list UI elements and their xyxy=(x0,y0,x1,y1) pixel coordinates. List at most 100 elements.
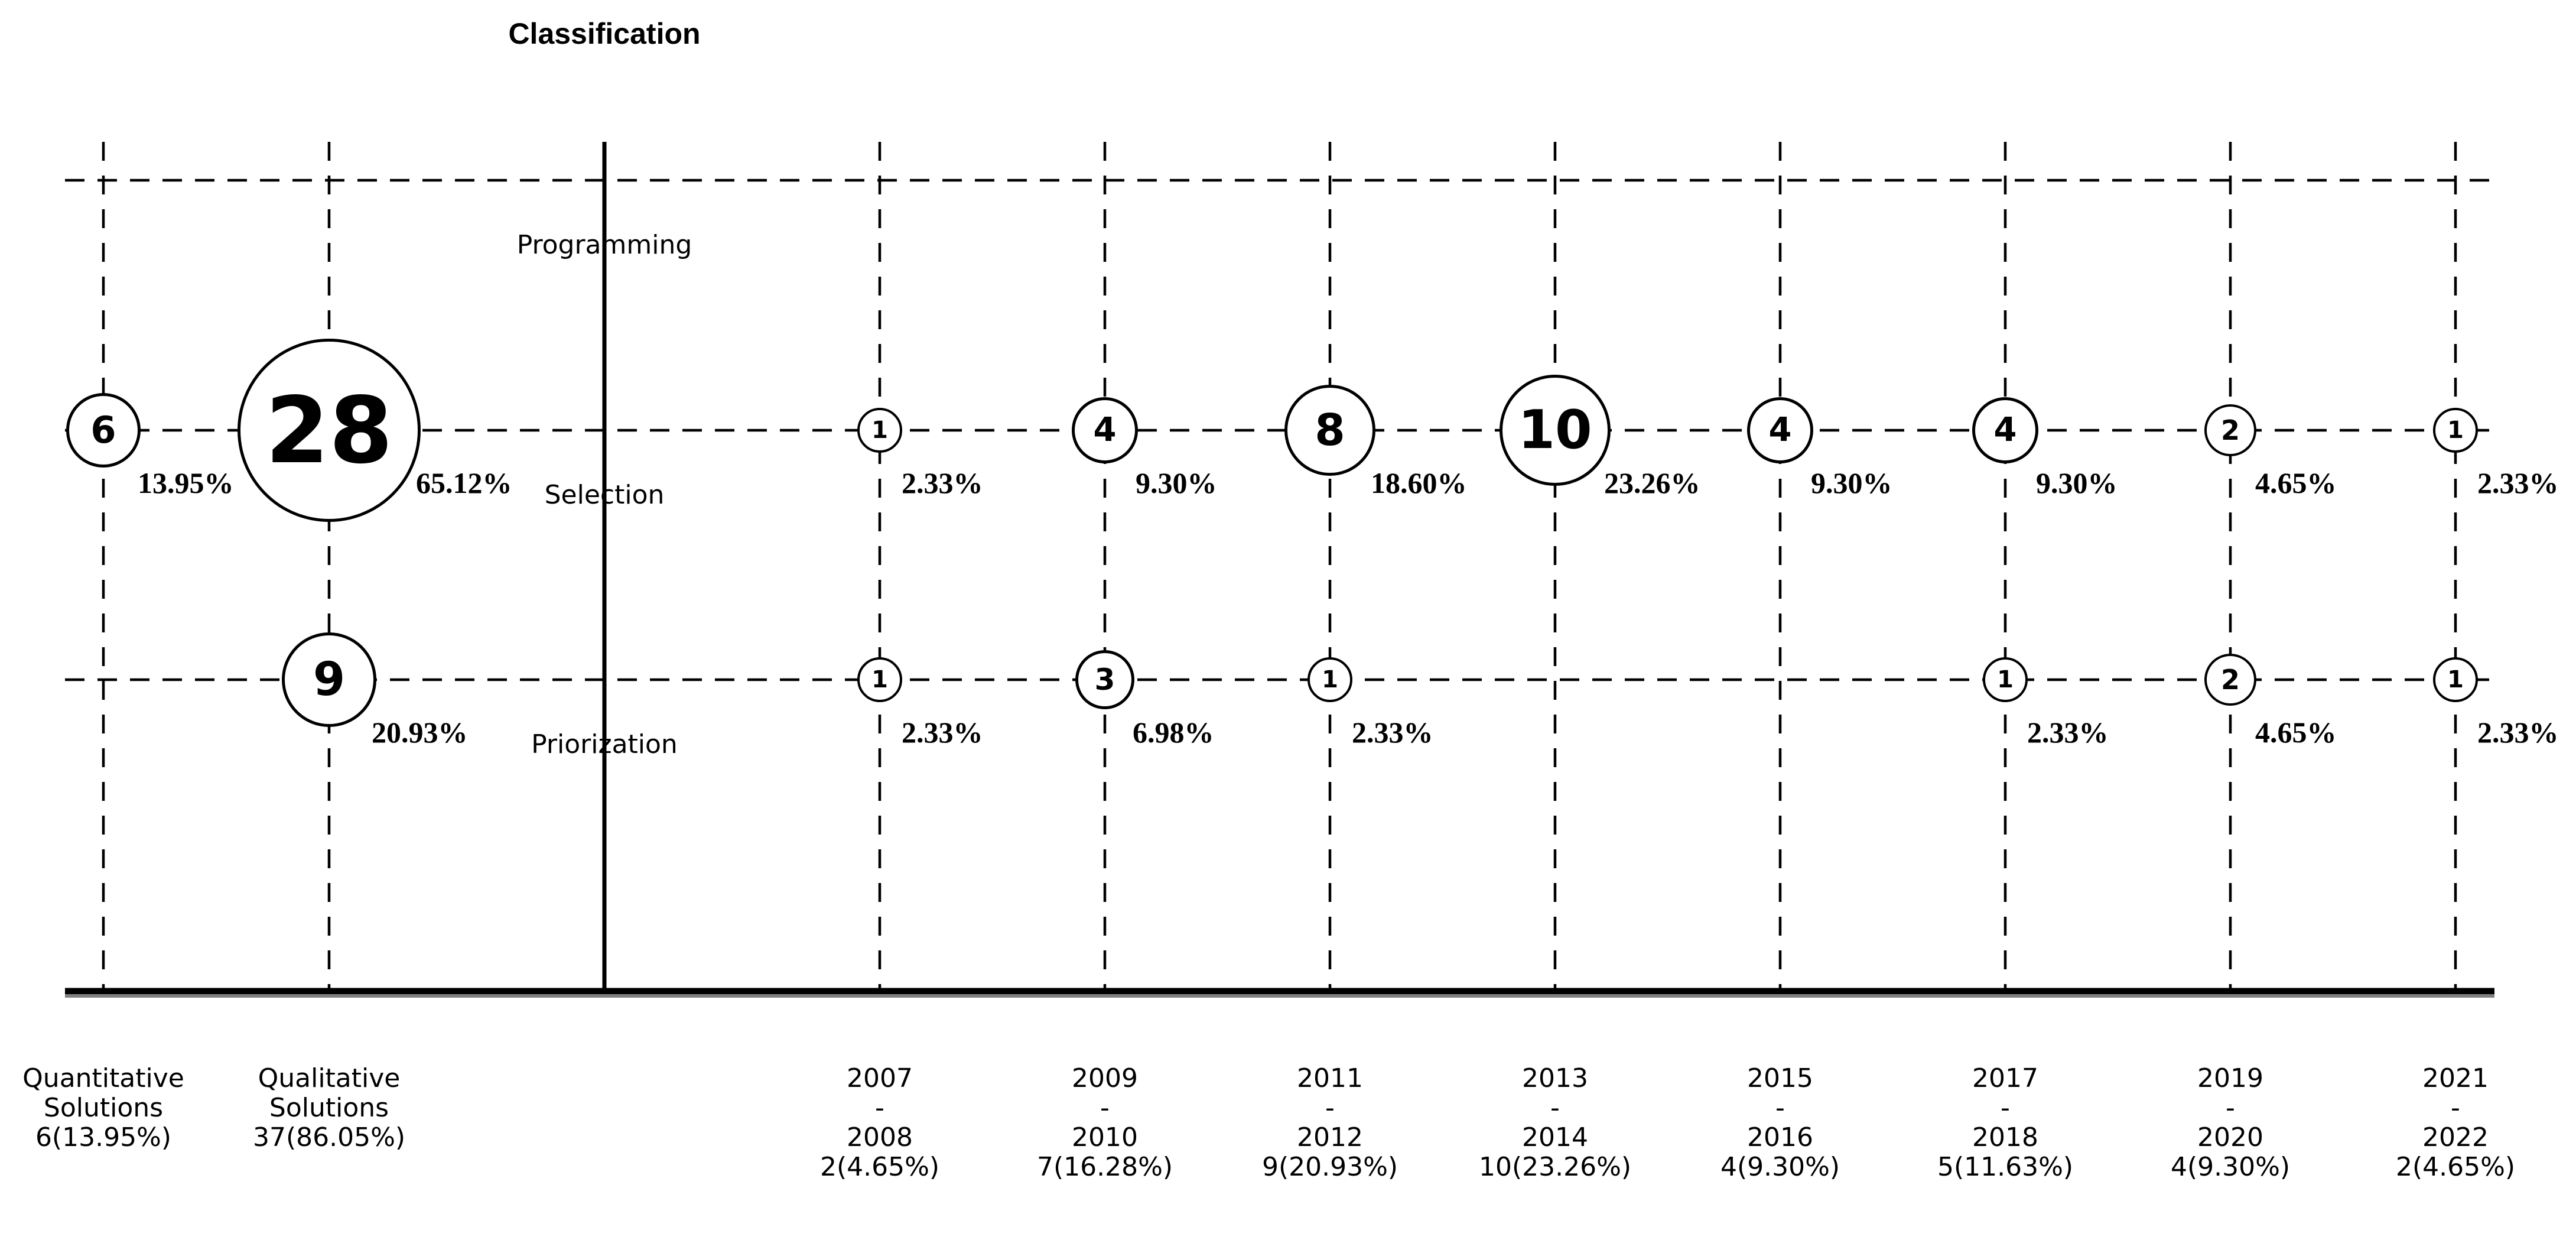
bubble-value: 4 xyxy=(1993,411,2017,449)
column-header-line: 7(16.28%) xyxy=(1036,1152,1173,1182)
column-header-2021-2022: 2021-2022 2(4.65%) xyxy=(2396,1064,2515,1182)
bubble-selection-2015-2016: 4 xyxy=(1747,397,1813,463)
bubble-selection-qualitative-solutions: 28 xyxy=(238,339,421,522)
column-header-line: Quantitative xyxy=(22,1063,184,1093)
bubble-value: 2 xyxy=(2220,414,2240,446)
bubble-value: 1 xyxy=(1322,666,1338,693)
bubble-priorization-2017-2018: 1 xyxy=(1983,657,2028,702)
bubble-value: 28 xyxy=(265,376,393,484)
column-header-line: 2008 xyxy=(847,1122,913,1153)
column-header-line: 2017 xyxy=(1972,1063,2038,1093)
bubble-percent-label: 9.30% xyxy=(1811,466,1892,499)
bubble-selection-2013-2014: 10 xyxy=(1500,375,1611,486)
column-header-line: 37(86.05%) xyxy=(252,1122,406,1153)
column-header-2019-2020: 2019-2020 4(9.30%) xyxy=(2171,1064,2290,1182)
row-label-priorization: Priorization xyxy=(531,729,678,759)
bubble-selection-2017-2018: 4 xyxy=(1972,397,2038,463)
bubble-value: 2 xyxy=(2220,664,2240,696)
bubble-priorization-2019-2020: 2 xyxy=(2204,654,2256,706)
bubble-percent-label: 4.65% xyxy=(2255,466,2337,499)
bubble-percent-label: 9.30% xyxy=(1136,466,1217,499)
bubble-value: 1 xyxy=(2447,666,2464,693)
column-header-line: - xyxy=(1775,1093,1785,1123)
column-header-line: - xyxy=(1325,1093,1335,1123)
bubble-value: 3 xyxy=(1094,663,1115,697)
chart-title: Classification xyxy=(508,17,701,50)
bubble-value: 8 xyxy=(1315,405,1345,456)
bubble-value: 4 xyxy=(1093,411,1117,449)
column-header-line: 2022 xyxy=(2422,1122,2489,1153)
column-header-line: 2(4.65%) xyxy=(819,1152,940,1182)
column-header-2007-2008: 2007-2008 2(4.65%) xyxy=(820,1064,939,1182)
bubble-selection-2009-2010: 4 xyxy=(1072,397,1138,463)
column-header-line: - xyxy=(875,1093,884,1123)
bubble-selection-2021-2022: 1 xyxy=(2433,408,2478,453)
bubble-selection-2019-2020: 2 xyxy=(2204,404,2256,456)
bubble-percent-label: 4.65% xyxy=(2255,716,2337,749)
column-header-line: 2010 xyxy=(1072,1122,1138,1153)
bubble-value: 6 xyxy=(90,408,116,452)
bubble-percent-label: 2.33% xyxy=(902,466,983,499)
column-header-qualitative-solutions: Qualitative Solutions 37(86.05%) xyxy=(253,1064,405,1153)
column-header-2013-2014: 2013-2014 10(23.26%) xyxy=(1479,1064,1631,1182)
column-header-line: 4(9.30%) xyxy=(2170,1152,2291,1182)
column-header-line: 9(20.93%) xyxy=(1261,1152,1398,1182)
column-header-line: - xyxy=(1550,1093,1560,1123)
bubble-percent-label: 20.93% xyxy=(372,716,468,749)
row-label-selection: Selection xyxy=(544,480,665,510)
column-header-line: 2019 xyxy=(2197,1063,2263,1093)
column-header-line: 2007 xyxy=(847,1063,913,1093)
column-header-line: - xyxy=(2226,1093,2235,1123)
bubble-percent-label: 65.12% xyxy=(416,466,512,499)
column-header-line: 2014 xyxy=(1522,1122,1588,1153)
column-header-line: 2(4.65%) xyxy=(2395,1152,2516,1182)
bubble-percent-label: 23.26% xyxy=(1604,466,1700,499)
bubble-value: 1 xyxy=(2447,417,2464,444)
bubble-priorization-2011-2012: 1 xyxy=(1307,657,1352,702)
column-header-line: 10(23.26%) xyxy=(1478,1152,1632,1182)
bubble-percent-label: 2.33% xyxy=(2027,716,2109,749)
bubble-value: 1 xyxy=(871,666,888,693)
column-header-line: 2021 xyxy=(2422,1063,2489,1093)
column-header-line: - xyxy=(2001,1093,2010,1123)
bubble-percent-label: 6.98% xyxy=(1133,716,1214,749)
bubble-percent-label: 18.60% xyxy=(1371,466,1467,499)
bubble-value: 9 xyxy=(313,653,346,706)
bubble-value: 1 xyxy=(1997,666,2014,693)
bubble-value: 10 xyxy=(1518,399,1592,461)
bubble-percent-label: 13.95% xyxy=(138,466,234,499)
column-header-line: 5(11.63%) xyxy=(1937,1152,2074,1182)
column-header-line: 2013 xyxy=(1522,1063,1588,1093)
bubble-priorization-2009-2010: 3 xyxy=(1075,650,1134,709)
bubble-selection-2007-2008: 1 xyxy=(857,408,902,453)
column-header-line: Qualitative xyxy=(258,1063,401,1093)
column-header-line: - xyxy=(1100,1093,1110,1123)
bubble-priorization-qualitative-solutions: 9 xyxy=(282,632,376,727)
column-header-line: Solutions xyxy=(43,1093,164,1123)
column-header-2009-2010: 2009-2010 7(16.28%) xyxy=(1037,1064,1173,1182)
column-header-line: 4(9.30%) xyxy=(1720,1152,1840,1182)
column-header-line: 6(13.95%) xyxy=(35,1122,172,1153)
bubble-percent-label: 2.33% xyxy=(2477,716,2559,749)
column-header-line: 2020 xyxy=(2197,1122,2263,1153)
bubble-selection-quantitative-solutions: 6 xyxy=(66,393,141,468)
bubble-percent-label: 2.33% xyxy=(902,716,983,749)
bubble-priorization-2007-2008: 1 xyxy=(857,657,902,702)
column-header-2015-2016: 2015-2016 4(9.30%) xyxy=(1720,1064,1840,1182)
bubble-value: 4 xyxy=(1768,411,1792,449)
column-header-line: 2015 xyxy=(1747,1063,1813,1093)
column-header-line: - xyxy=(2451,1093,2460,1123)
column-header-2017-2018: 2017-2018 5(11.63%) xyxy=(1937,1064,2073,1182)
column-header-line: 2011 xyxy=(1297,1063,1363,1093)
bubble-value: 1 xyxy=(871,417,888,444)
column-header-line: 2016 xyxy=(1747,1122,1813,1153)
bubble-selection-2011-2012: 8 xyxy=(1284,385,1375,476)
bubble-percent-label: 9.30% xyxy=(2036,466,2118,499)
bubble-priorization-2021-2022: 1 xyxy=(2433,657,2478,702)
column-header-quantitative-solutions: Quantitative Solutions 6(13.95%) xyxy=(22,1064,184,1153)
bubble-percent-label: 2.33% xyxy=(1352,716,1433,749)
bubble-percent-label: 2.33% xyxy=(2477,466,2559,499)
row-label-programming: Programming xyxy=(516,230,692,260)
column-header-line: 2018 xyxy=(1972,1122,2038,1153)
